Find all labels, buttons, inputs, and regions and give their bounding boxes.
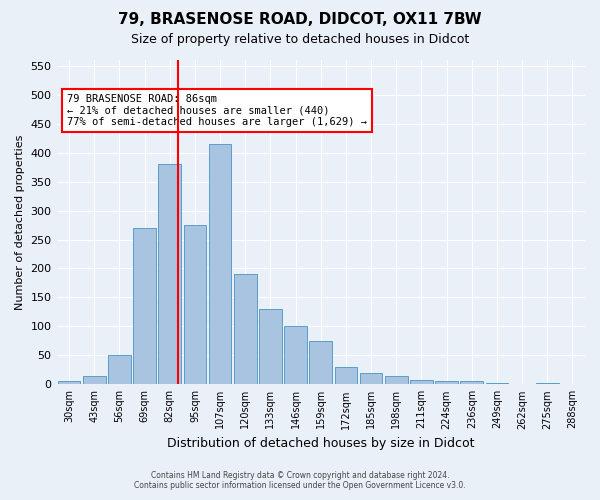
Text: 79 BRASENOSE ROAD: 86sqm
← 21% of detached houses are smaller (440)
77% of semi-: 79 BRASENOSE ROAD: 86sqm ← 21% of detach… (67, 94, 367, 128)
Bar (385, 376, 407, 384)
Text: Size of property relative to detached houses in Didcot: Size of property relative to detached ho… (131, 32, 469, 46)
Bar (83, 376, 106, 384)
Bar (460, 382, 483, 384)
Bar (184, 225, 206, 384)
Text: Contains HM Land Registry data © Crown copyright and database right 2024.
Contai: Contains HM Land Registry data © Crown c… (134, 470, 466, 490)
Bar (234, 274, 257, 384)
Bar (284, 326, 307, 384)
Bar (435, 382, 458, 384)
Y-axis label: Number of detached properties: Number of detached properties (15, 134, 25, 310)
Bar (133, 228, 156, 384)
Bar (485, 383, 508, 384)
X-axis label: Distribution of detached houses by size in Didcot: Distribution of detached houses by size … (167, 437, 475, 450)
Bar (58, 382, 80, 384)
Bar (108, 356, 131, 384)
Bar (536, 383, 559, 384)
Bar (335, 367, 357, 384)
Bar (158, 164, 181, 384)
Bar (410, 380, 433, 384)
Bar (209, 144, 232, 384)
Text: 79, BRASENOSE ROAD, DIDCOT, OX11 7BW: 79, BRASENOSE ROAD, DIDCOT, OX11 7BW (118, 12, 482, 28)
Bar (310, 341, 332, 384)
Bar (259, 309, 282, 384)
Bar (360, 372, 382, 384)
